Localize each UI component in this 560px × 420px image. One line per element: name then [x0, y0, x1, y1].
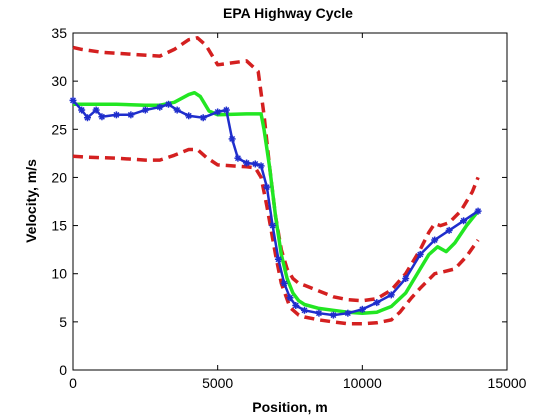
- series-3-point: [173, 106, 181, 114]
- series-3-point: [222, 106, 230, 114]
- x-tick-label: 5000: [202, 375, 233, 391]
- series-3-point: [83, 114, 91, 122]
- series-3-point: [274, 255, 282, 263]
- series-3-point: [228, 135, 236, 143]
- series-3-point: [460, 217, 468, 225]
- series-layer: [69, 36, 482, 326]
- series-3-point: [164, 100, 172, 108]
- series-3-point: [141, 106, 149, 114]
- y-tick-label: 0: [59, 362, 67, 378]
- series-3-point: [445, 226, 453, 234]
- series-3-point: [387, 291, 395, 299]
- series-3-point: [402, 275, 410, 283]
- series-3-point: [185, 112, 193, 120]
- series-0-line: [72, 36, 480, 303]
- plot-area: [72, 32, 508, 371]
- series-3-point: [214, 108, 222, 116]
- x-tick-label: 10000: [343, 375, 382, 391]
- series-3-point: [234, 154, 242, 162]
- y-tick-label: 35: [51, 25, 67, 41]
- series-3-point: [315, 309, 323, 317]
- series-3-point: [474, 207, 482, 215]
- x-tick-label: 0: [69, 375, 77, 391]
- series-3-point: [98, 113, 106, 121]
- axis-ticks: 0 5000 10000 15000 0 5 10 15 20 25 30 35: [51, 25, 526, 391]
- series-3-point: [156, 103, 164, 111]
- series-3-point: [416, 250, 424, 258]
- series-3-point: [257, 162, 265, 170]
- y-tick-label: 25: [51, 121, 67, 137]
- series-3-point: [251, 160, 259, 168]
- series-3-point: [243, 159, 251, 167]
- series-1-line: [72, 147, 480, 326]
- series-3-point: [280, 279, 288, 287]
- x-axis-label: Position, m: [252, 399, 327, 415]
- series-3-point: [69, 96, 77, 104]
- series-3-point: [373, 299, 381, 307]
- series-3-point: [92, 106, 100, 114]
- x-tick-label: 15000: [488, 375, 527, 391]
- series-3-point: [292, 301, 300, 309]
- series-3-point: [78, 106, 86, 114]
- chart-title: EPA Highway Cycle: [223, 5, 353, 21]
- series-3-point: [358, 305, 366, 313]
- y-tick-label: 20: [51, 169, 67, 185]
- series-3-point: [112, 111, 120, 119]
- y-tick-label: 15: [51, 218, 67, 234]
- series-3-point: [127, 111, 135, 119]
- series-3-point: [344, 309, 352, 317]
- series-3-point: [263, 183, 271, 191]
- series-3-point: [329, 311, 337, 319]
- y-tick-label: 30: [51, 73, 67, 89]
- y-axis-label: Velocity, m/s: [23, 159, 39, 243]
- y-tick-label: 5: [59, 314, 67, 330]
- series-3-point: [286, 294, 294, 302]
- y-tick-label: 10: [51, 266, 67, 282]
- series-2-line: [73, 90, 480, 315]
- series-3-point: [199, 114, 207, 122]
- series-3-point: [431, 236, 439, 244]
- series-3-point: [269, 222, 277, 230]
- series-3-point: [300, 306, 308, 314]
